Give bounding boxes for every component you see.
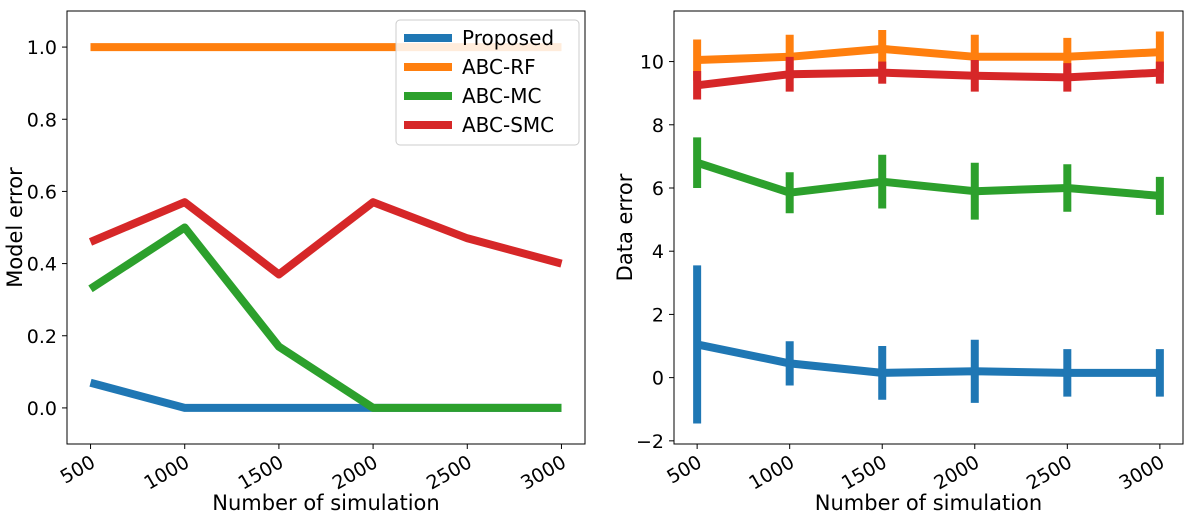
x-tick-label: 500 <box>663 451 705 488</box>
y-tick-label: 8 <box>652 115 664 137</box>
x-tick-label: 1000 <box>140 451 193 494</box>
series-abc-mc <box>693 137 1164 220</box>
x-tick-label: 2000 <box>930 451 983 494</box>
x-axis-label: Number of simulation <box>815 491 1042 515</box>
x-tick-label: 1000 <box>745 451 798 494</box>
legend-label: Proposed <box>462 26 554 50</box>
legend-label: ABC-SMC <box>462 113 554 137</box>
x-tick-label: 2000 <box>329 451 382 494</box>
y-tick-label: 0.8 <box>27 109 57 131</box>
y-tick-label: −2 <box>636 431 664 453</box>
y-axis-label: Data error <box>613 173 637 281</box>
y-tick-label: 10 <box>640 52 664 74</box>
series-line-abc-smc <box>88 198 563 279</box>
series-proposed <box>693 265 1164 424</box>
x-axis-label: Number of simulation <box>212 491 439 515</box>
x-tick-label: 1500 <box>235 451 288 494</box>
series-line-proposed <box>696 340 1160 377</box>
y-axis-label: Model error <box>3 167 27 288</box>
x-tick-label: 1500 <box>838 451 891 494</box>
x-tick-label: 3000 <box>1115 451 1168 494</box>
series-abc-smc <box>88 198 563 279</box>
legend-item-abc-rf: ABC-RF <box>404 55 536 79</box>
series-line-abc-smc <box>696 68 1161 90</box>
y-tick-label: 0.0 <box>27 398 57 420</box>
y-tick-label: 0 <box>652 368 664 390</box>
legend-box <box>395 19 580 146</box>
series-line-abc-mc <box>695 158 1161 200</box>
series-line-abc-rf <box>696 44 1161 64</box>
y-tick-label: 2 <box>652 304 664 326</box>
x-tick-label: 500 <box>57 451 99 488</box>
legend-item-abc-mc: ABC-MC <box>404 84 541 108</box>
y-tick-label: 0.2 <box>27 326 57 348</box>
chart-right: −2 0 2 4 6 8 10 500 1000 1500 2000 2500 3000 Number o… <box>613 10 1184 515</box>
x-tick-label: 2500 <box>1023 451 1076 494</box>
x-tick-label: 3000 <box>517 451 570 494</box>
series-abc-smc <box>693 56 1164 100</box>
series-line-abc-mc <box>88 223 562 412</box>
x-tick-label: 2500 <box>423 451 476 494</box>
legend: Proposed ABC-RF ABC-MC ABC-SMC <box>395 19 580 146</box>
plot-frame-right <box>673 10 1184 445</box>
y-tick-label: 0.4 <box>27 254 57 276</box>
legend-label: ABC-RF <box>462 55 536 79</box>
series-abc-mc <box>88 223 562 412</box>
y-tick-label: 1.0 <box>27 37 57 59</box>
y-tick-label: 4 <box>652 241 664 263</box>
legend-label: ABC-MC <box>462 84 541 108</box>
y-tick-label: 0.6 <box>27 181 57 203</box>
chart-left: 0.0 0.2 0.4 0.6 0.8 1.0 500 1000 1500 2000 2500 300… <box>3 10 586 515</box>
y-tick-label: 6 <box>652 178 664 200</box>
legend-item-proposed: Proposed <box>404 26 554 50</box>
legend-item-abc-smc: ABC-SMC <box>404 113 554 137</box>
plot-frame-left <box>66 10 586 445</box>
